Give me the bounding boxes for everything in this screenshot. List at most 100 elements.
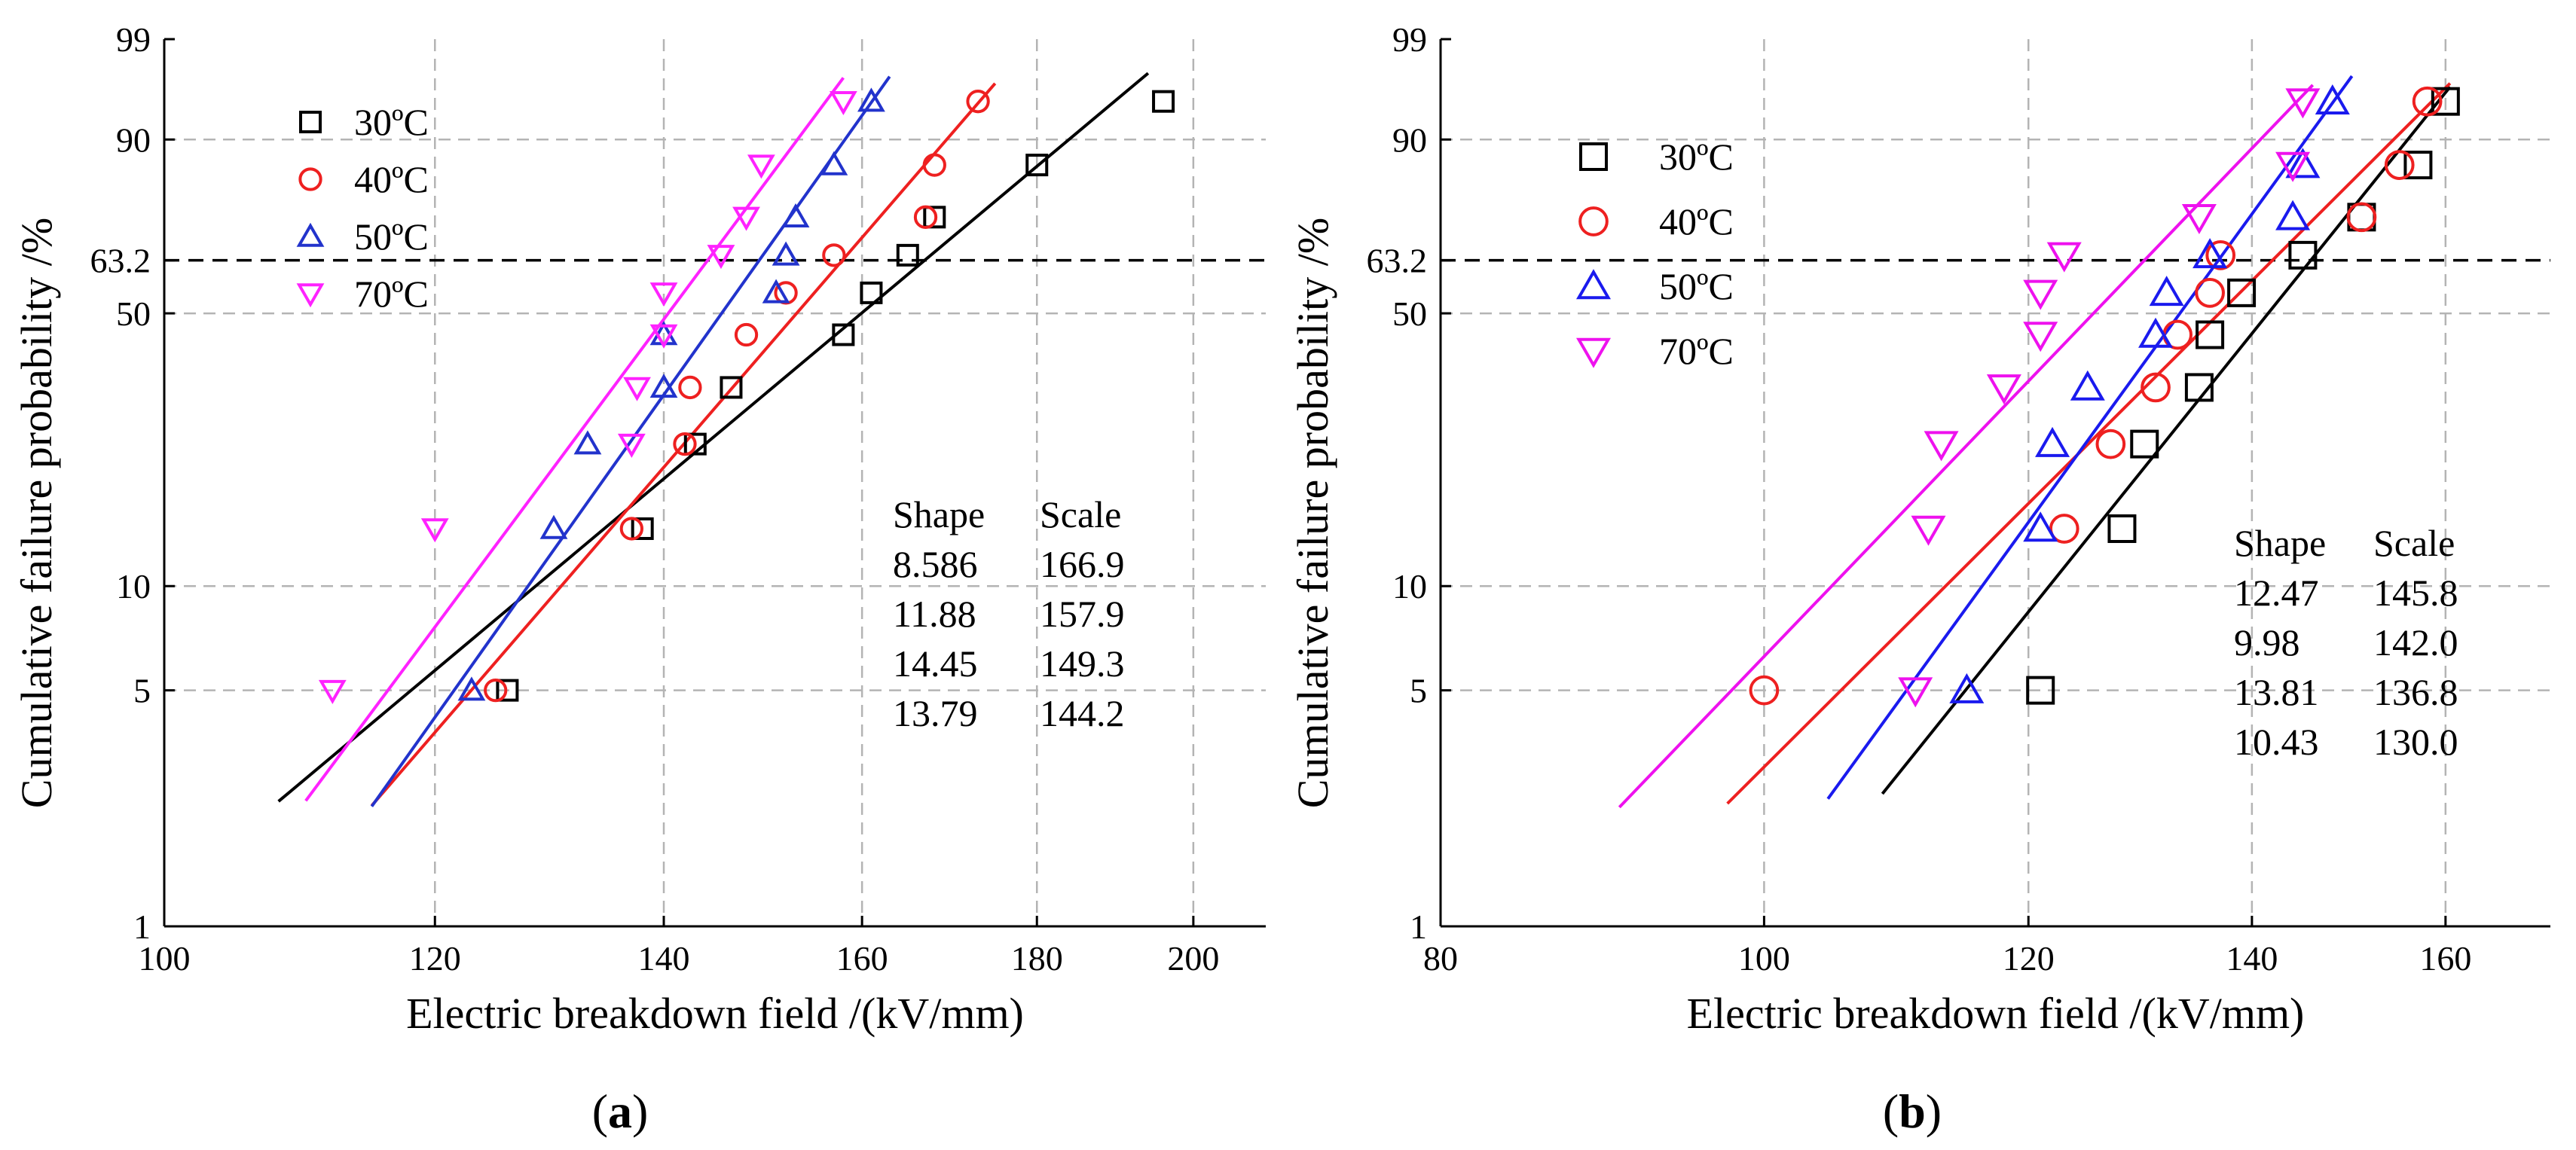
table-cell-scale: 149.3 [1040,642,1125,685]
legend-label: 30ºC [1659,136,1734,178]
y-tick-label: 10 [1392,567,1427,606]
data-point [318,679,347,704]
data-point [2130,429,2159,459]
data-point [2205,240,2236,270]
data-point [772,241,800,266]
y-tick-label: 99 [1392,20,1427,59]
data-point [2195,278,2225,308]
legend: 30ºC 40ºC 50ºC 70ºC [1575,136,1734,372]
data-point [2107,514,2137,543]
data-point [2026,676,2055,705]
parameter-table: Shape Scale 12.47 145.8 9.98 142.0 13.81 136.8 1… [2234,522,2458,763]
parameter-table: Shape Scale 8.586 166.9 11.88 157.9 14.45 149.3… [893,493,1125,734]
y-tick-label: 50 [116,294,151,333]
data-point [747,154,775,179]
data-point [1898,677,1933,708]
series-70c [1898,88,2321,708]
panel-label: (a) [592,1084,649,1138]
data-point [2384,150,2415,180]
x-tick-label: 120 [2003,939,2055,978]
data-point [913,205,938,229]
table-cell-scale: 145.8 [2373,572,2458,614]
data-point [678,375,702,400]
grid [1441,39,2550,926]
fit-line-50c [370,75,891,807]
table-cell-shape: 12.47 [2234,572,2319,614]
fit-line-30c [1881,86,2452,795]
panel-label: (b) [1883,1084,1942,1138]
legend-label: 30ºC [354,101,429,143]
y-tick-label: 63.2 [90,242,151,280]
data-point [673,432,697,456]
data-point [966,90,990,114]
data-point [2227,278,2257,307]
grid [164,39,1266,926]
y-tick-label: 63.2 [1367,242,1428,280]
y-tick-label: 10 [116,567,151,606]
y-axis-label: Cumulative failure probability /% [1288,218,1337,808]
data-point [857,87,885,112]
chart-panel-1: 100 120 140 160 180 200 1 5 10 50 63.2 90 99 Electric… [12,20,1266,1138]
data-point [2275,200,2311,230]
data-point [2049,514,2079,544]
y-tick-label: 1 [133,907,151,946]
x-tick-label: 160 [2419,939,2471,978]
x-tick-label: 120 [409,939,461,978]
y-tick-label: 1 [1410,907,1427,946]
fit-line-70c [304,77,845,802]
data-point [860,281,883,304]
data-point [619,517,643,541]
series-30c [2026,87,2460,705]
legend-marker [1575,337,1612,368]
data-point [683,432,707,456]
data-point [2346,202,2377,233]
x-tick-label: 100 [139,939,191,978]
table-cell-shape: 14.45 [893,642,978,685]
x-tick-label: 180 [1011,939,1063,978]
data-point [617,433,646,458]
data-point [896,243,919,267]
data-point [707,245,735,270]
x-tick-label: 160 [836,939,888,978]
x-tick-label: 140 [2226,939,2278,978]
data-point [420,518,449,543]
table-cell-scale: 136.8 [2373,671,2458,713]
x-tick-label: 100 [1738,939,1790,978]
data-point [2285,88,2321,119]
data-point [2193,238,2228,269]
legend-marker [1575,269,1612,300]
table-cell-shape: 10.43 [2234,721,2319,763]
table-cell-shape: 13.79 [893,692,978,734]
data-point [2431,87,2460,116]
data-point [922,153,946,177]
data-point [2181,204,2217,235]
data-point [734,322,759,347]
table-cell-shape: 11.88 [893,593,976,635]
x-axis-label: Electric breakdown field /(kV/mm) [406,989,1024,1038]
data-point [2138,317,2174,348]
data-point [2095,429,2126,459]
data-point [923,206,946,229]
legend-label: 50ºC [354,215,429,258]
x-tick-label: 80 [1423,939,1458,978]
data-point [1749,675,1780,706]
fit-line-40c [1726,82,2452,805]
y-tick-label: 90 [116,120,151,159]
data-point [2412,86,2443,117]
legend-marker [1579,142,1608,171]
table-cell-scale: 166.9 [1040,543,1125,585]
series-40c [1749,86,2443,706]
table-cell-scale: 142.0 [2373,621,2458,663]
data-point [1911,515,1946,546]
legend-label: 50ºC [1659,265,1734,307]
x-tick-label: 200 [1167,939,1219,978]
legend-label: 40ºC [354,158,429,200]
data-point [496,679,519,702]
data-point [2149,276,2184,307]
data-point [2070,370,2105,401]
data-point [631,517,654,540]
table-cell-shape: 13.81 [2234,671,2319,713]
table-cell-scale: 130.0 [2373,721,2458,763]
data-point [822,243,846,267]
series-30c [496,90,1175,702]
